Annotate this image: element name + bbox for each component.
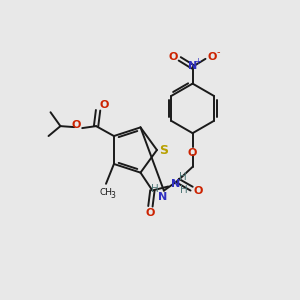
Text: -: -	[217, 47, 220, 57]
Text: N: N	[171, 178, 180, 188]
Text: O: O	[146, 208, 155, 218]
Text: H: H	[179, 172, 187, 182]
Text: O: O	[194, 186, 203, 196]
Text: O: O	[72, 120, 81, 130]
Text: CH: CH	[100, 188, 112, 197]
Text: 3: 3	[110, 191, 116, 200]
Text: S: S	[159, 143, 168, 157]
Text: N: N	[188, 61, 197, 71]
Text: O: O	[168, 52, 178, 62]
Text: O: O	[188, 148, 197, 158]
Text: +: +	[194, 57, 201, 66]
Text: H: H	[151, 184, 159, 194]
Text: O: O	[99, 100, 109, 110]
Text: H: H	[180, 185, 188, 195]
Text: N: N	[158, 192, 167, 202]
Text: O: O	[208, 52, 217, 62]
